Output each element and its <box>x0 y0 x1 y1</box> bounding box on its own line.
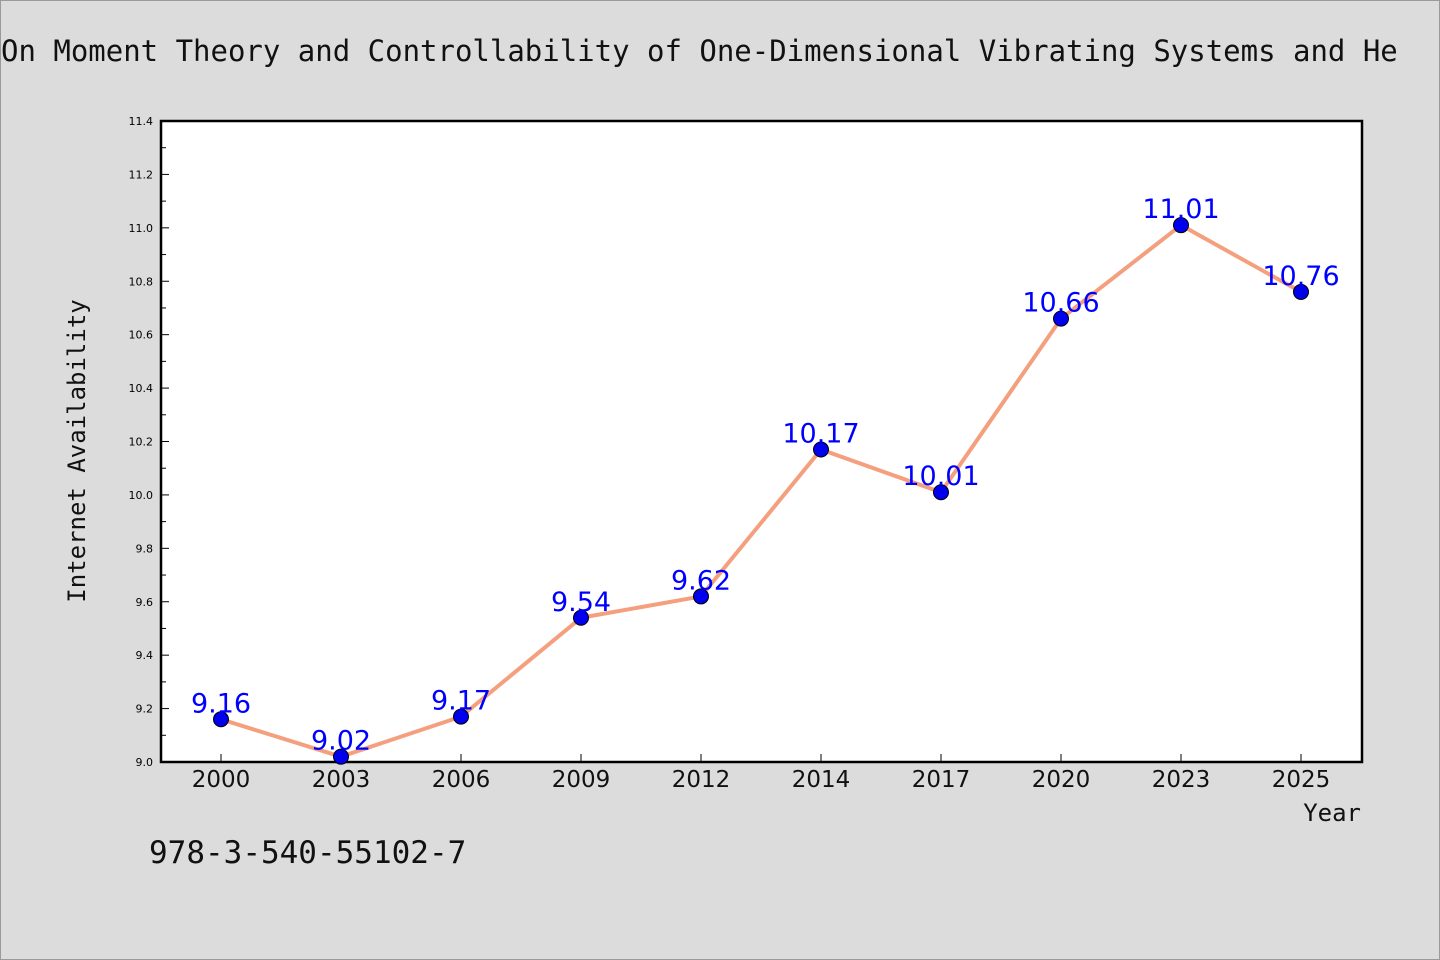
data-label: 10.66 <box>1022 288 1099 319</box>
x-axis: 2000 2003 2006 2009 2012 2014 2017 2020 2023 2025 <box>192 754 1331 793</box>
y-tick-label: 11.0 <box>129 222 154 235</box>
y-tick-label: 9.4 <box>136 649 154 662</box>
x-tick-label: 2012 <box>672 767 731 793</box>
x-axis-label: Year <box>1303 799 1361 827</box>
y-tick-label: 10.8 <box>129 275 154 288</box>
data-label: 9.54 <box>551 587 611 618</box>
y-tick-label: 11.2 <box>129 168 154 181</box>
data-point <box>1053 310 1069 327</box>
data-point <box>1293 283 1309 300</box>
x-tick-label: 2025 <box>1272 767 1331 793</box>
data-point <box>933 484 949 501</box>
data-markers <box>213 217 1309 765</box>
x-tick-label: 2003 <box>312 767 371 793</box>
x-tick-label: 2009 <box>552 767 611 793</box>
data-point <box>813 441 829 458</box>
y-tick-label: 10.2 <box>129 436 154 449</box>
data-label: 9.02 <box>311 726 371 757</box>
x-tick-label: 2020 <box>1032 767 1091 793</box>
plot-area <box>159 119 1364 764</box>
isbn-label: 978-3-540-55102-7 <box>149 835 467 871</box>
y-tick-label: 9.2 <box>136 703 154 716</box>
data-point <box>213 711 229 728</box>
chart-title: On Moment Theory and Controllability of … <box>1 34 1398 68</box>
data-label: 10.76 <box>1262 261 1339 292</box>
y-tick-label: 9.6 <box>136 596 154 609</box>
data-point <box>693 588 709 605</box>
data-point <box>573 609 589 626</box>
data-label: 10.17 <box>782 419 859 450</box>
y-tick-label: 10.0 <box>129 489 154 502</box>
data-labels: 9.16 9.02 9.17 9.54 9.62 10.17 10.01 10.66 11.01… <box>191 194 1340 756</box>
y-tick-label: 10.6 <box>129 329 154 342</box>
y-tick-label: 9.8 <box>136 542 154 555</box>
data-point <box>453 708 469 725</box>
y-axis-label: Internet Availability <box>63 299 91 602</box>
data-point <box>333 748 349 765</box>
y-tick-label: 11.4 <box>129 115 154 128</box>
data-label: 10.01 <box>902 461 979 492</box>
data-label: 11.01 <box>1142 194 1219 225</box>
data-label: 9.17 <box>431 686 491 717</box>
y-tick-label: 9.0 <box>136 756 154 769</box>
x-tick-label: 2023 <box>1152 767 1211 793</box>
x-tick-label: 2006 <box>432 767 491 793</box>
data-point <box>1173 217 1189 234</box>
x-tick-label: 2017 <box>912 767 971 793</box>
data-label: 9.62 <box>671 565 731 596</box>
data-label: 9.16 <box>191 688 251 719</box>
y-axis: 9.0 9.2 9.4 9.6 9.8 10.0 10.2 10.4 10.6 10.8 11.0 1… <box>129 115 169 769</box>
x-tick-label: 2014 <box>792 767 851 793</box>
series-line <box>220 223 1302 759</box>
x-tick-label: 2000 <box>192 767 251 793</box>
y-tick-label: 10.4 <box>129 382 154 395</box>
